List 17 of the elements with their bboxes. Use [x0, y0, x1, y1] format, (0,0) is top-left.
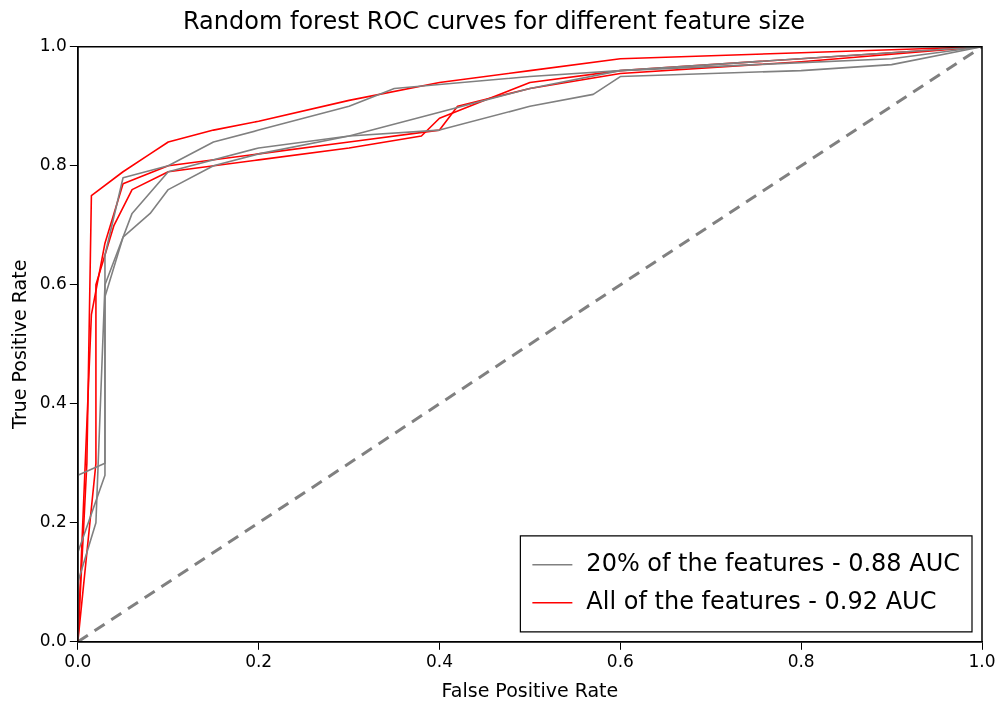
x-tick-label: 1.0	[968, 651, 996, 672]
y-tick-label: 1.0	[39, 35, 67, 56]
x-tick-label: 0.2	[245, 651, 273, 672]
x-axis-title: False Positive Rate	[441, 678, 619, 701]
x-tick-label: 0.8	[787, 651, 815, 672]
y-tick-label: 0.2	[39, 511, 67, 532]
chart-title: Random forest ROC curves for different feature size	[182, 6, 806, 35]
x-tick-label: 0.6	[606, 651, 634, 672]
y-axis-title: True Positive Rate	[8, 259, 31, 430]
y-tick-label: 0.6	[39, 273, 67, 294]
x-tick-label: 0.4	[425, 651, 454, 672]
y-tick-label: 0.4	[39, 392, 67, 413]
y-tick-label: 0.0	[39, 630, 67, 651]
y-tick-label: 0.8	[39, 154, 67, 175]
x-tick-label: 0.0	[64, 651, 92, 672]
legend-label: All of the features - 0.92 AUC	[586, 587, 937, 616]
legend-label: 20% of the features - 0.88 AUC	[586, 549, 961, 578]
